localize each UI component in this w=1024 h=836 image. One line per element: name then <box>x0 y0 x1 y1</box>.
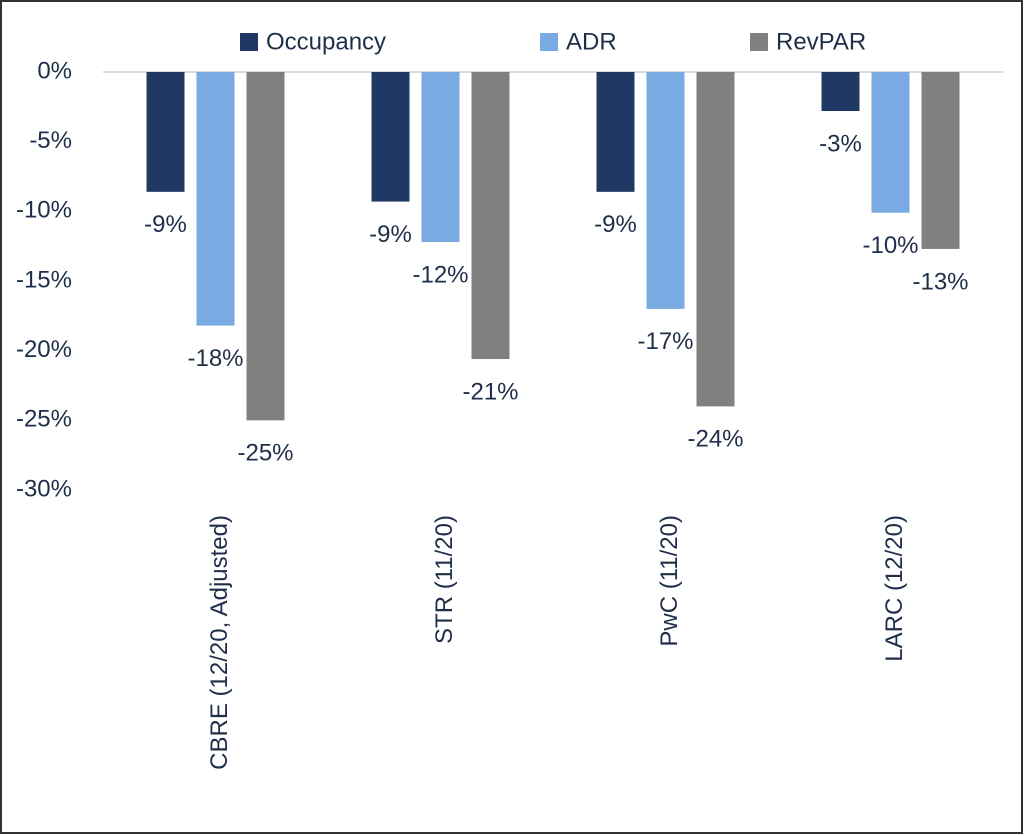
bar <box>196 72 235 326</box>
bar <box>246 72 285 421</box>
bar <box>871 72 910 213</box>
legend-label: ADR <box>566 28 617 55</box>
y-tick-label: -5% <box>29 127 72 154</box>
value-label: -3% <box>819 130 862 157</box>
value-label: -18% <box>187 345 243 372</box>
x-tick-label: STR (11/20) <box>431 515 458 644</box>
bar <box>596 72 635 192</box>
value-label: -9% <box>594 211 637 238</box>
y-tick-label: -30% <box>16 475 72 502</box>
value-label: -17% <box>637 328 693 355</box>
value-label: -24% <box>687 426 743 453</box>
legend-swatch <box>540 33 558 51</box>
y-tick-label: -10% <box>16 197 72 224</box>
bar <box>421 72 460 242</box>
legend-label: RevPAR <box>776 28 866 55</box>
y-tick-label: -20% <box>16 336 72 363</box>
value-label: -10% <box>862 232 918 259</box>
x-tick-label: PwC (11/20) <box>656 515 683 647</box>
y-tick-label: 0% <box>37 57 72 84</box>
legend-swatch <box>750 33 768 51</box>
value-label: -12% <box>412 261 468 288</box>
y-tick-label: -25% <box>16 406 72 433</box>
x-tick-label: LARC (12/20) <box>881 515 908 662</box>
x-tick-label: CBRE (12/20, Adjusted) <box>206 515 233 770</box>
bar <box>921 72 960 249</box>
legend-label: Occupancy <box>266 28 386 55</box>
bar <box>821 72 860 112</box>
bar <box>696 72 735 407</box>
value-label: -9% <box>369 221 412 248</box>
y-tick-label: -15% <box>16 266 72 293</box>
bar <box>646 72 685 309</box>
value-label: -21% <box>462 378 518 405</box>
value-label: -9% <box>144 211 187 238</box>
bar <box>146 72 185 192</box>
bar <box>371 72 410 202</box>
legend-swatch <box>240 33 258 51</box>
value-label: -13% <box>912 268 968 295</box>
value-label: -25% <box>237 440 293 467</box>
bar <box>471 72 510 360</box>
